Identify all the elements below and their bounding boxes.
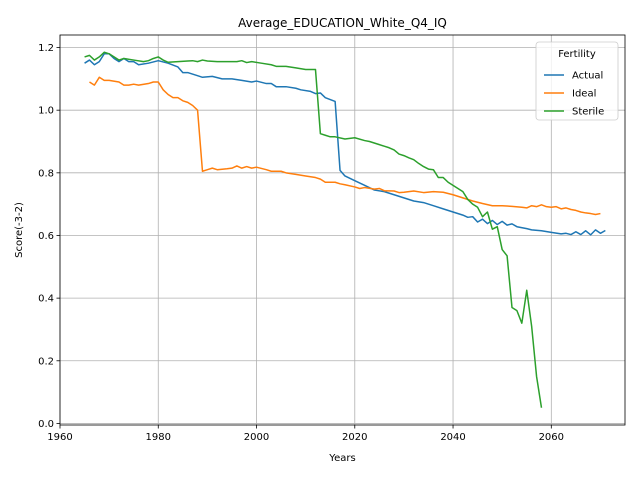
x-tick-label: 1980 (146, 432, 171, 443)
x-tick-label: 1960 (47, 432, 72, 443)
legend-items: Actual Ideal Sterile (544, 71, 604, 118)
legend-title: Fertility (558, 49, 596, 60)
y-tick-label: 0.8 (38, 168, 54, 179)
y-tick-label: 0.4 (38, 294, 54, 305)
legend-box (535, 41, 619, 121)
axis-ticks: 1960 1980 2000 2020 2040 2060 0.0 0.2 0.4 0.6 0.8 1… (38, 43, 564, 443)
series-line-actual (84, 53, 606, 236)
x-tick-label: 2020 (342, 432, 367, 443)
legend-label-sterile: Sterile (572, 107, 604, 118)
series-line-ideal (89, 76, 601, 216)
y-tick-label: 0.2 (38, 356, 54, 367)
x-tick-label: 2040 (440, 432, 465, 443)
x-axis-label: Years (328, 453, 355, 464)
series-line-sterile (84, 51, 543, 408)
legend-label-actual: Actual (572, 71, 603, 82)
chart-title: Average_EDUCATION_White_Q4_IQ (238, 16, 447, 30)
y-tick-label: 1.2 (38, 43, 54, 54)
legend: Fertility Actual Ideal Sterile (535, 41, 619, 121)
y-tick-label: 1.0 (38, 106, 54, 117)
series-lines (84, 51, 606, 408)
x-tick-label: 2000 (244, 432, 269, 443)
y-tick-label: 0.6 (38, 231, 54, 242)
y-axis-label: Score(-3-2) (14, 202, 25, 258)
y-tick-label: 0.0 (38, 419, 54, 430)
plot-frame (59, 34, 626, 426)
x-tick-label: 2060 (539, 432, 564, 443)
legend-label-ideal: Ideal (572, 89, 596, 100)
